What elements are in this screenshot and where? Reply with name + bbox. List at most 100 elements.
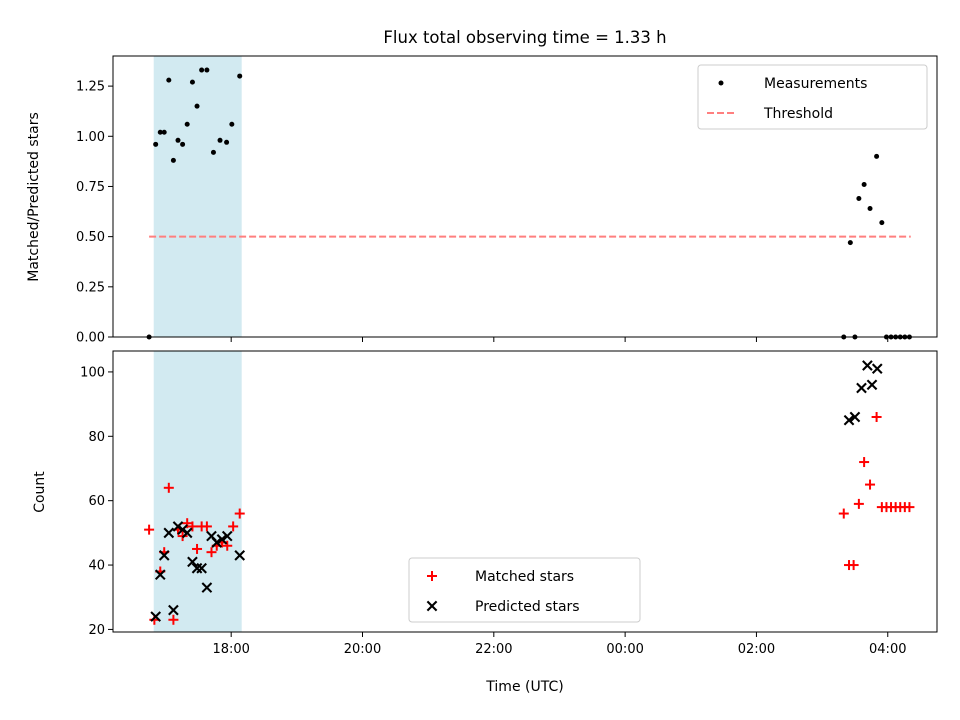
predicted-stars-marker — [216, 533, 228, 545]
bottom-observing-span — [153, 351, 242, 632]
top-y-tick-label: 0.75 — [76, 180, 105, 195]
measurements-marker — [861, 181, 867, 187]
top-observing-span — [153, 56, 242, 337]
measurements-series — [146, 67, 912, 340]
x-tick-label: 02:00 — [738, 642, 775, 657]
predicted-stars-marker-stroke — [168, 604, 179, 616]
x-tick-label: 22:00 — [475, 642, 512, 657]
measurements-marker — [153, 141, 159, 147]
matched-stars-marker — [187, 521, 198, 532]
predicted-stars-marker-stroke — [154, 569, 166, 581]
matched-stars-marker — [871, 411, 882, 422]
predicted-stars-marker — [150, 611, 162, 622]
predicted-stars-marker-stroke — [211, 537, 223, 548]
measurements-marker — [166, 77, 172, 83]
x-tick-label: 18:00 — [212, 642, 249, 657]
predicted-stars-marker — [234, 550, 246, 561]
matched-stars-legend-label: Matched stars — [475, 569, 574, 585]
predicted-stars-marker-stroke — [871, 363, 883, 375]
x-tick-label: 00:00 — [606, 642, 643, 657]
top-legend-box — [697, 64, 928, 130]
predicted-stars-marker — [866, 379, 878, 391]
predicted-stars-marker — [849, 411, 861, 423]
measurements-marker — [199, 67, 205, 73]
top-legend: Measurements Threshold — [697, 64, 928, 130]
predicted-stars-marker-stroke — [856, 382, 867, 394]
plot-area: 0.00 0.25 0.50 0.75 1.00 1.25 Measurements Thre… — [76, 55, 938, 657]
predicted-stars-series — [150, 360, 883, 622]
predicted-stars-marker-stroke — [206, 530, 217, 542]
predicted-stars-marker-stroke — [196, 562, 207, 574]
predicted-stars-legend-key — [426, 600, 438, 612]
predicted-stars-marker — [181, 527, 193, 539]
measurements-marker — [170, 157, 176, 163]
matched-stars-marker — [234, 508, 245, 519]
measurements-marker — [180, 141, 186, 147]
matched-stars-marker — [182, 518, 193, 529]
measurements-marker — [184, 121, 190, 127]
measurements-marker — [157, 129, 163, 135]
matched-stars-marker — [192, 543, 203, 554]
measurements-marker — [867, 206, 873, 212]
measurements-marker — [204, 67, 210, 73]
predicted-stars-marker — [862, 360, 873, 371]
bottom-y-tick-label: 40 — [88, 559, 105, 574]
top-axes-frame — [112, 55, 938, 338]
measurements-legend-key — [718, 80, 724, 86]
measurements-marker — [217, 137, 223, 143]
matched-stars-marker — [168, 614, 179, 625]
matched-stars-marker — [853, 498, 864, 509]
matched-stars-marker — [163, 482, 174, 493]
predicted-stars-marker — [211, 537, 223, 548]
matched-stars-marker — [228, 521, 239, 532]
top-y-tick-label: 0.25 — [76, 280, 105, 295]
matched-stars-marker — [201, 521, 212, 532]
measurements-marker — [189, 79, 195, 85]
predicted-stars-marker-stroke — [849, 411, 861, 423]
predicted-stars-marker — [187, 556, 198, 568]
predicted-stars-marker — [843, 414, 855, 426]
predicted-stars-marker — [221, 530, 233, 542]
predicted-stars-marker — [201, 582, 213, 593]
bottom-legend-box — [408, 557, 641, 623]
predicted-stars-marker-stroke — [843, 414, 855, 426]
matched-stars-marker — [144, 524, 155, 535]
measurements-marker — [879, 220, 885, 226]
bottom-legend: Matched stars Predicted stars — [408, 557, 641, 623]
bottom-panel: 20 40 60 80 100 18:00 20:00 22:00 00:00 02:00 04:0… — [80, 350, 938, 657]
measurements-marker — [874, 153, 880, 159]
measurements-legend-label: Measurements — [764, 76, 867, 92]
top-y-tick-label: 1.25 — [76, 80, 105, 95]
top-y-tick-label: 1.00 — [76, 130, 105, 145]
chart-title: Flux total observing time = 1.33 h — [383, 28, 666, 47]
predicted-stars-marker — [168, 604, 179, 616]
predicted-stars-marker — [191, 562, 203, 574]
threshold-legend-label: Threshold — [763, 106, 833, 122]
bottom-axes-frame — [112, 350, 938, 633]
matched-stars-marker — [848, 560, 859, 571]
predicted-stars-marker — [158, 550, 170, 561]
predicted-stars-marker-stroke — [158, 550, 170, 561]
predicted-stars-legend-label: Predicted stars — [475, 599, 580, 615]
predicted-stars-marker-stroke — [191, 562, 203, 574]
predicted-stars-marker-stroke — [201, 582, 213, 593]
bottom-y-tick-label: 80 — [88, 430, 105, 445]
matched-stars-marker — [904, 502, 915, 513]
predicted-stars-marker-stroke — [221, 530, 233, 542]
predicted-stars-marker-stroke — [150, 611, 162, 622]
matched-stars-marker — [859, 457, 870, 468]
top-panel: 0.00 0.25 0.50 0.75 1.00 1.25 Measurements Thre… — [76, 55, 938, 346]
predicted-stars-legend-key-stroke — [426, 600, 438, 612]
predicted-stars-marker-stroke — [216, 533, 228, 545]
x-tick-label: 20:00 — [344, 642, 381, 657]
measurements-marker — [237, 73, 243, 79]
predicted-stars-marker — [871, 363, 883, 375]
measurements-marker — [847, 240, 853, 246]
bottom-y-tick-label: 60 — [88, 494, 105, 509]
predicted-stars-marker — [154, 569, 166, 581]
predicted-stars-marker-stroke — [862, 360, 873, 371]
bottom-y-axis-label: Count — [32, 471, 48, 513]
measurements-marker — [224, 139, 230, 145]
bottom-y-tick-label: 20 — [88, 623, 105, 638]
